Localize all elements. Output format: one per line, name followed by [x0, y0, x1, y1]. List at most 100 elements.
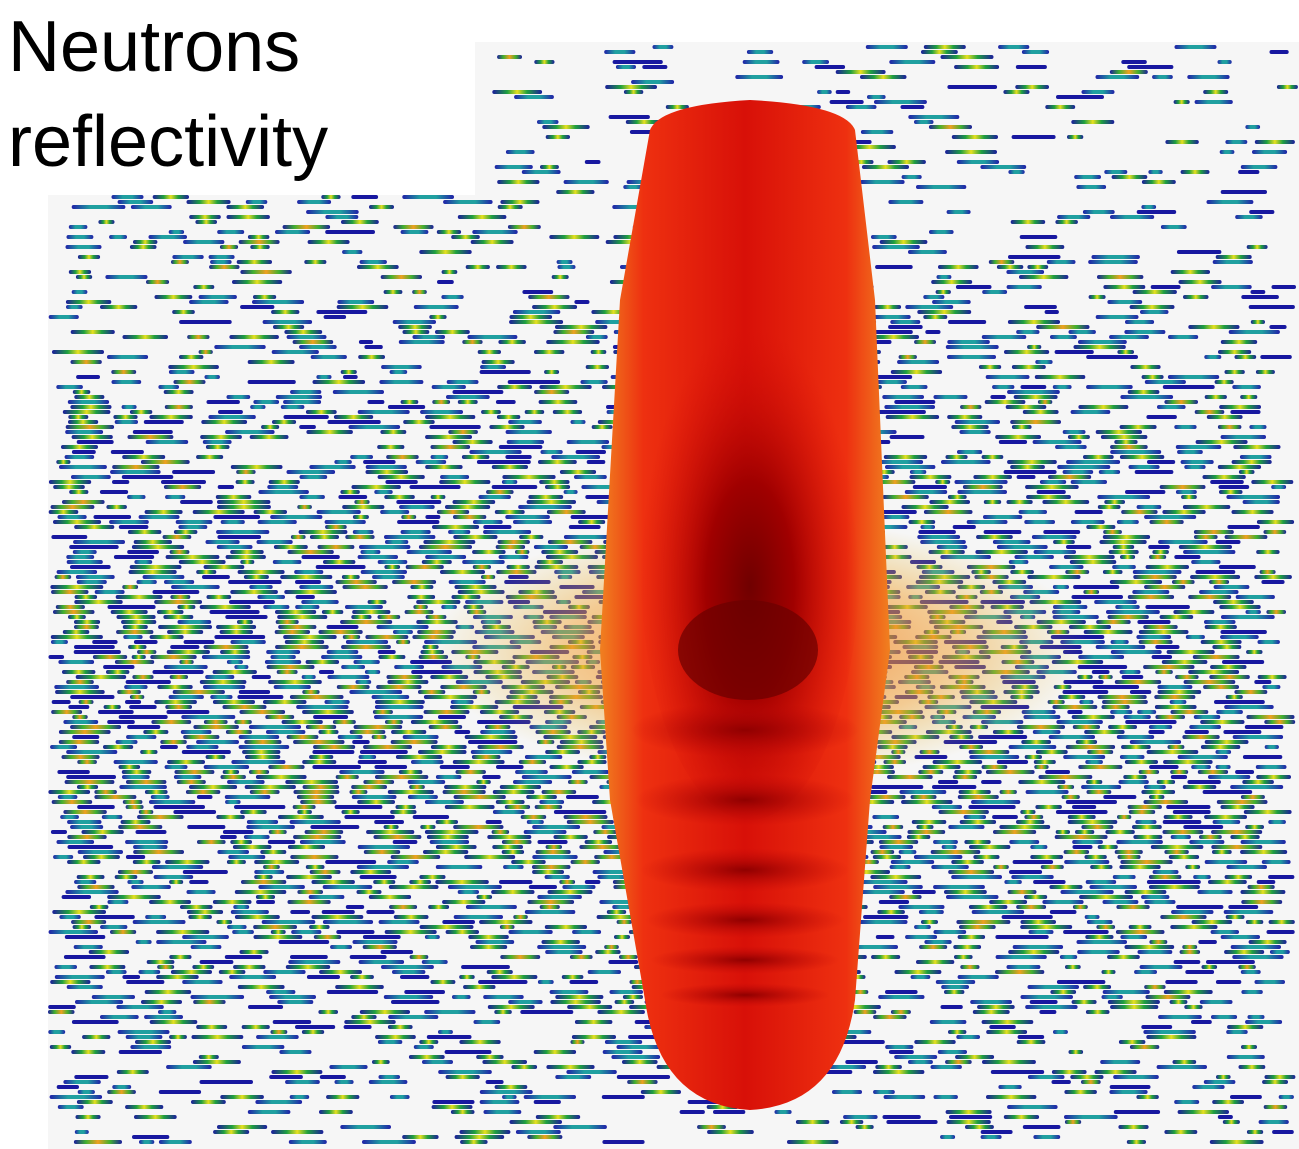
noise-streak	[497, 180, 540, 184]
noise-streak	[125, 840, 169, 844]
noise-streak	[256, 540, 293, 544]
noise-streak	[230, 590, 278, 594]
noise-streak	[1144, 515, 1197, 519]
noise-streak	[1246, 245, 1268, 249]
noise-streak	[117, 200, 154, 204]
noise-streak	[400, 530, 431, 534]
noise-streak	[138, 810, 154, 814]
noise-streak	[388, 885, 439, 889]
noise-streak	[1182, 945, 1198, 949]
noise-streak	[321, 610, 344, 614]
noise-streak	[1054, 350, 1094, 354]
noise-streak	[390, 810, 417, 814]
noise-streak	[1011, 875, 1054, 879]
noise-streak	[1184, 465, 1206, 469]
noise-streak	[1222, 1120, 1240, 1124]
noise-streak	[59, 465, 107, 469]
noise-streak	[116, 630, 154, 634]
noise-streak	[438, 1030, 453, 1034]
noise-streak	[168, 370, 195, 374]
noise-streak	[1070, 1075, 1104, 1079]
noise-streak	[921, 50, 958, 54]
noise-streak	[1072, 725, 1100, 729]
noise-streak	[70, 405, 112, 409]
noise-streak	[954, 770, 982, 774]
noise-streak	[679, 1110, 705, 1114]
noise-streak	[315, 565, 366, 569]
noise-streak	[1097, 275, 1144, 279]
noise-streak	[103, 705, 121, 709]
noise-streak	[313, 935, 342, 939]
noise-streak	[289, 820, 341, 824]
noise-streak	[1145, 605, 1190, 609]
noise-streak	[496, 765, 524, 769]
noise-streak	[1128, 925, 1152, 929]
noise-streak	[398, 340, 445, 344]
noise-streak	[100, 925, 128, 929]
noise-streak	[163, 390, 194, 394]
noise-streak	[48, 790, 91, 794]
noise-streak	[1116, 520, 1139, 524]
noise-streak	[49, 1045, 72, 1049]
noise-streak	[253, 295, 277, 299]
noise-streak	[616, 1045, 662, 1049]
noise-streak	[981, 1020, 1034, 1024]
noise-streak	[1109, 580, 1163, 584]
noise-streak	[601, 1095, 645, 1099]
noise-streak	[1146, 1035, 1197, 1039]
noise-streak	[1019, 275, 1069, 279]
noise-streak	[817, 90, 832, 94]
noise-streak	[919, 945, 948, 949]
noise-streak	[1173, 960, 1201, 964]
noise-streak	[1086, 525, 1116, 529]
noise-streak	[492, 810, 525, 814]
noise-streak	[982, 1060, 1036, 1064]
noise-streak	[439, 480, 491, 484]
noise-streak	[125, 855, 146, 859]
noise-streak	[144, 990, 192, 994]
noise-streak	[269, 995, 316, 999]
noise-streak	[539, 480, 570, 484]
noise-streak	[334, 460, 352, 464]
noise-streak	[1262, 1080, 1288, 1084]
noise-streak	[1227, 525, 1260, 529]
noise-streak	[1170, 270, 1210, 274]
noise-streak	[909, 475, 952, 479]
noise-streak	[341, 810, 360, 814]
noise-streak	[299, 425, 316, 429]
noise-streak	[1100, 1060, 1141, 1064]
noise-streak	[165, 705, 192, 709]
noise-streak	[545, 950, 583, 954]
noise-streak	[1075, 830, 1095, 834]
noise-streak	[1086, 790, 1112, 794]
noise-streak	[435, 845, 477, 849]
noise-streak	[249, 790, 280, 794]
noise-streak	[957, 795, 999, 799]
noise-streak	[1226, 1030, 1248, 1034]
noise-streak	[904, 490, 948, 494]
noise-streak	[947, 340, 990, 344]
noise-streak	[802, 60, 829, 64]
noise-streak	[1159, 615, 1194, 619]
noise-streak	[1220, 805, 1255, 809]
noise-streak	[1039, 1010, 1057, 1014]
noise-streak	[1025, 1005, 1078, 1009]
noise-streak	[166, 650, 210, 654]
noise-streak	[860, 835, 902, 839]
noise-streak	[76, 875, 105, 879]
noise-streak	[453, 915, 503, 919]
noise-streak	[910, 975, 931, 979]
noise-streak	[393, 915, 429, 919]
noise-streak	[860, 180, 905, 184]
noise-streak	[126, 780, 167, 784]
noise-streak	[226, 860, 246, 864]
noise-streak	[1048, 475, 1092, 479]
noise-streak	[199, 680, 247, 684]
noise-streak	[352, 940, 398, 944]
noise-streak	[1123, 715, 1151, 719]
noise-streak	[56, 385, 83, 389]
noise-streak	[873, 1070, 925, 1074]
noise-streak	[954, 480, 1008, 484]
noise-streak	[1187, 780, 1221, 784]
noise-streak	[1065, 570, 1090, 574]
